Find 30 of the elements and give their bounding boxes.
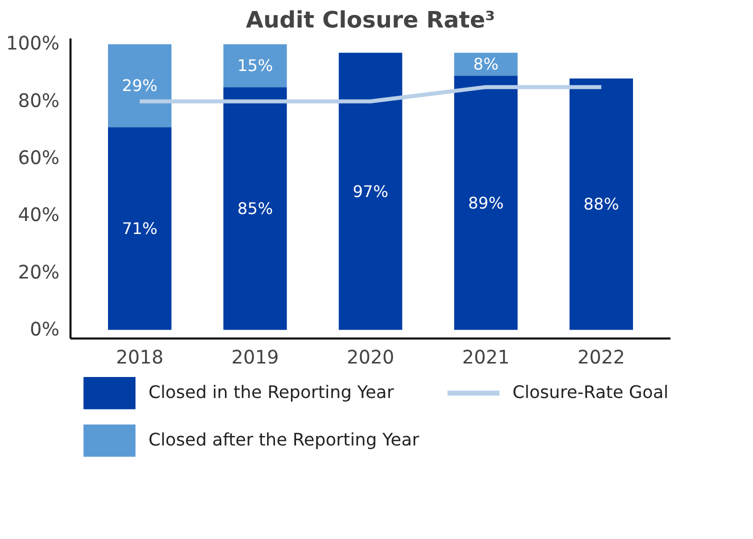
legend-label: Closed in the Reporting Year [148, 383, 395, 404]
bar [108, 127, 172, 330]
data-label: 89% [468, 193, 504, 212]
bar [108, 44, 172, 128]
legend-label: Closure-Rate Goal [512, 383, 668, 404]
x-tick-label: 2022 [578, 348, 626, 368]
chart-title: Audit Closure Rate³ [246, 8, 496, 34]
y-tick-label: 60% [18, 148, 60, 169]
bar [223, 87, 287, 330]
x-tick-label: 2021 [462, 348, 510, 368]
x-tick-label: 2018 [116, 348, 164, 368]
bar [338, 52, 402, 330]
x-tick-label: 2019 [231, 348, 279, 368]
bar [454, 76, 518, 330]
legend-label: Closed after the Reporting Year [148, 430, 420, 451]
data-label: 71% [122, 219, 158, 238]
data-label: 15% [237, 56, 273, 76]
y-tick-label: 20% [18, 262, 60, 284]
y-tick-label: 40% [18, 205, 60, 226]
data-label: 97% [352, 182, 388, 201]
data-label: 29% [122, 76, 158, 96]
y-tick-label: 0% [30, 319, 60, 340]
y-tick-label: 100% [6, 34, 60, 55]
bar [223, 44, 287, 88]
data-label: 88% [583, 194, 620, 214]
x-tick-label: 2020 [346, 348, 394, 368]
y-tick-label: 80% [18, 90, 60, 112]
bar [570, 78, 633, 330]
data-label: 85% [237, 199, 273, 218]
data-label: 8% [473, 54, 499, 74]
